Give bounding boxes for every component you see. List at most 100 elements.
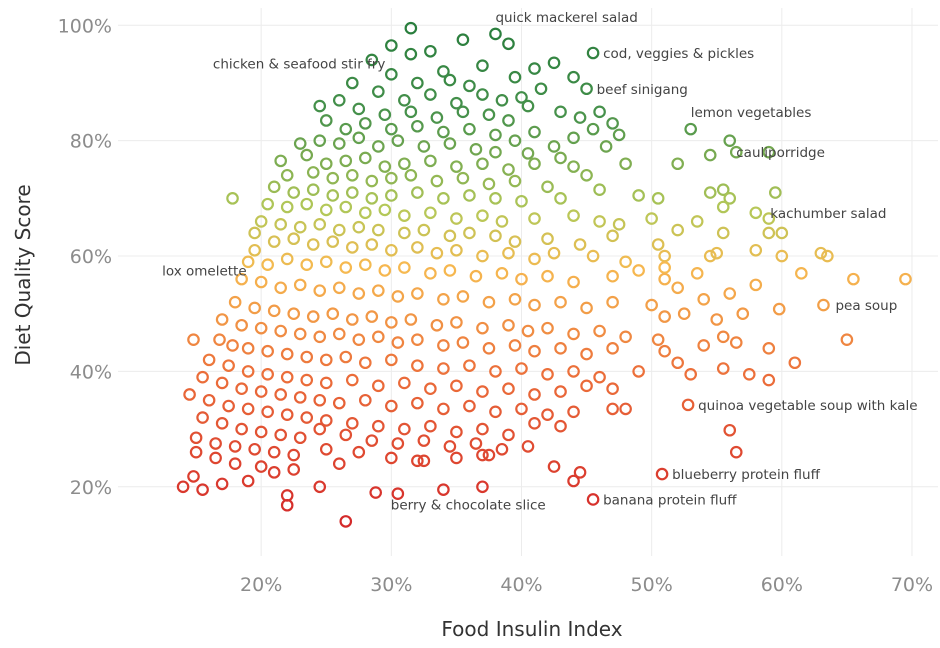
- data-point: [411, 396, 424, 410]
- data-point: [697, 339, 711, 352]
- data-point: [795, 267, 808, 280]
- data-point: [352, 445, 366, 459]
- data-point: [189, 431, 203, 445]
- annotation-label: lox omelette: [162, 263, 247, 279]
- data-point: [398, 157, 411, 171]
- data-point: [176, 480, 190, 494]
- data-point: [280, 347, 294, 361]
- data-point: [723, 287, 737, 300]
- data-point: [274, 154, 287, 168]
- data-point: [658, 310, 671, 323]
- annotation-label: lemon vegetables: [691, 105, 812, 121]
- data-point: [547, 56, 561, 70]
- data-point: [515, 402, 528, 416]
- y-tick-label: 40%: [70, 361, 112, 383]
- y-tick-label: 60%: [70, 246, 112, 268]
- data-point: [528, 157, 541, 171]
- annotation-label: kachumber salad: [770, 206, 886, 222]
- data-point: [690, 267, 704, 280]
- data-point: [293, 431, 307, 445]
- data-point: [430, 318, 444, 332]
- data-point: [476, 422, 489, 436]
- data-point: [187, 333, 200, 346]
- data-point: [391, 336, 405, 349]
- data-point: [528, 344, 541, 358]
- data-point: [345, 373, 359, 387]
- data-point: [411, 186, 424, 199]
- data-point: [684, 367, 697, 381]
- data-point: [267, 466, 281, 479]
- data-point: [619, 402, 632, 416]
- data-point: [723, 192, 737, 205]
- data-point: [398, 261, 411, 274]
- data-point: [411, 333, 424, 346]
- data-point: [404, 21, 418, 35]
- data-point: [671, 157, 684, 171]
- data-point: [248, 301, 261, 315]
- data-point: [489, 229, 502, 243]
- x-tick-label: 50%: [631, 574, 673, 596]
- data-point: [385, 68, 398, 81]
- data-point: [567, 474, 580, 488]
- data-point: [606, 382, 619, 396]
- data-point: [716, 362, 730, 375]
- data-point: [547, 460, 561, 473]
- annotation-label: berry & chocolate slice: [391, 497, 546, 513]
- data-point: [482, 108, 496, 122]
- data-point: [580, 347, 593, 361]
- data-point: [196, 370, 209, 384]
- data-point: [254, 425, 268, 439]
- data-point: [417, 434, 431, 447]
- data-point: [254, 215, 268, 228]
- data-point: [528, 125, 541, 139]
- data-point: [580, 379, 593, 393]
- data-point: [222, 399, 235, 413]
- data-point: [599, 140, 613, 153]
- data-point: [287, 463, 301, 476]
- data-point: [411, 287, 424, 300]
- data-point: [736, 307, 750, 321]
- data-point: [606, 295, 619, 309]
- data-point: [365, 238, 379, 251]
- data-point: [541, 269, 554, 283]
- data-point: [332, 93, 346, 107]
- data-point: [306, 166, 320, 179]
- data-point: [502, 318, 515, 332]
- data-point: [222, 359, 235, 372]
- data-point: [241, 402, 255, 416]
- data-point: [450, 425, 463, 439]
- data-point: [580, 168, 593, 182]
- data-point: [424, 154, 437, 168]
- data-point: [267, 445, 281, 459]
- data-point: [313, 330, 327, 344]
- data-point: [528, 252, 541, 266]
- data-point: [226, 192, 239, 205]
- data-point: [365, 434, 379, 447]
- data-point: [345, 241, 359, 254]
- data-point: [456, 105, 470, 119]
- data-point: [345, 186, 359, 199]
- data-point: [762, 212, 776, 225]
- data-point: [463, 226, 476, 240]
- data-point: [319, 376, 333, 390]
- data-point: [319, 157, 333, 171]
- data-point: [267, 235, 281, 248]
- x-tick-label: 40%: [500, 574, 542, 596]
- data-point: [554, 385, 567, 398]
- data-point: [274, 281, 287, 295]
- data-point: [521, 324, 535, 338]
- data-point: [209, 437, 222, 450]
- data-point: [508, 235, 522, 248]
- data-point: [398, 376, 411, 390]
- data-point: [339, 515, 353, 528]
- data-point: [417, 140, 431, 153]
- data-point: [606, 402, 619, 416]
- data-point: [606, 229, 619, 243]
- data-point: [817, 298, 830, 312]
- data-point: [372, 419, 385, 433]
- data-point: [378, 108, 392, 122]
- data-point: [261, 344, 274, 358]
- data-point: [443, 229, 457, 243]
- data-point: [456, 171, 470, 185]
